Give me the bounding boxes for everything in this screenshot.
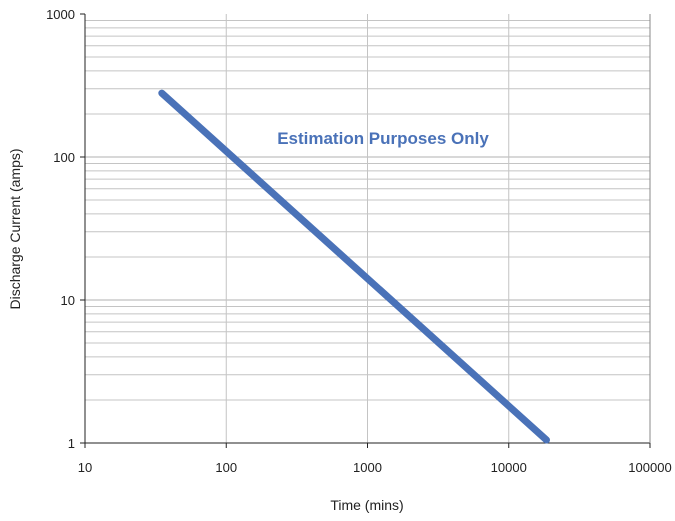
x-tick-label: 10 <box>78 460 92 475</box>
x-tick-label: 100000 <box>628 460 671 475</box>
x-tick-label: 1000 <box>353 460 382 475</box>
x-tick-label: 100 <box>215 460 237 475</box>
series-group <box>158 89 550 444</box>
y-tick-label: 100 <box>53 150 75 165</box>
annotation: Estimation Purposes Only <box>277 129 489 148</box>
x-tick-label: 10000 <box>491 460 527 475</box>
y-tick-label: 1000 <box>46 7 75 22</box>
x-axis-title: Time (mins) <box>330 497 403 513</box>
y-axis-title: Discharge Current (amps) <box>7 148 23 309</box>
series-line <box>158 89 550 444</box>
y-tick-label: 1 <box>68 436 75 451</box>
y-tick-label: 10 <box>61 293 75 308</box>
grid <box>85 14 650 443</box>
